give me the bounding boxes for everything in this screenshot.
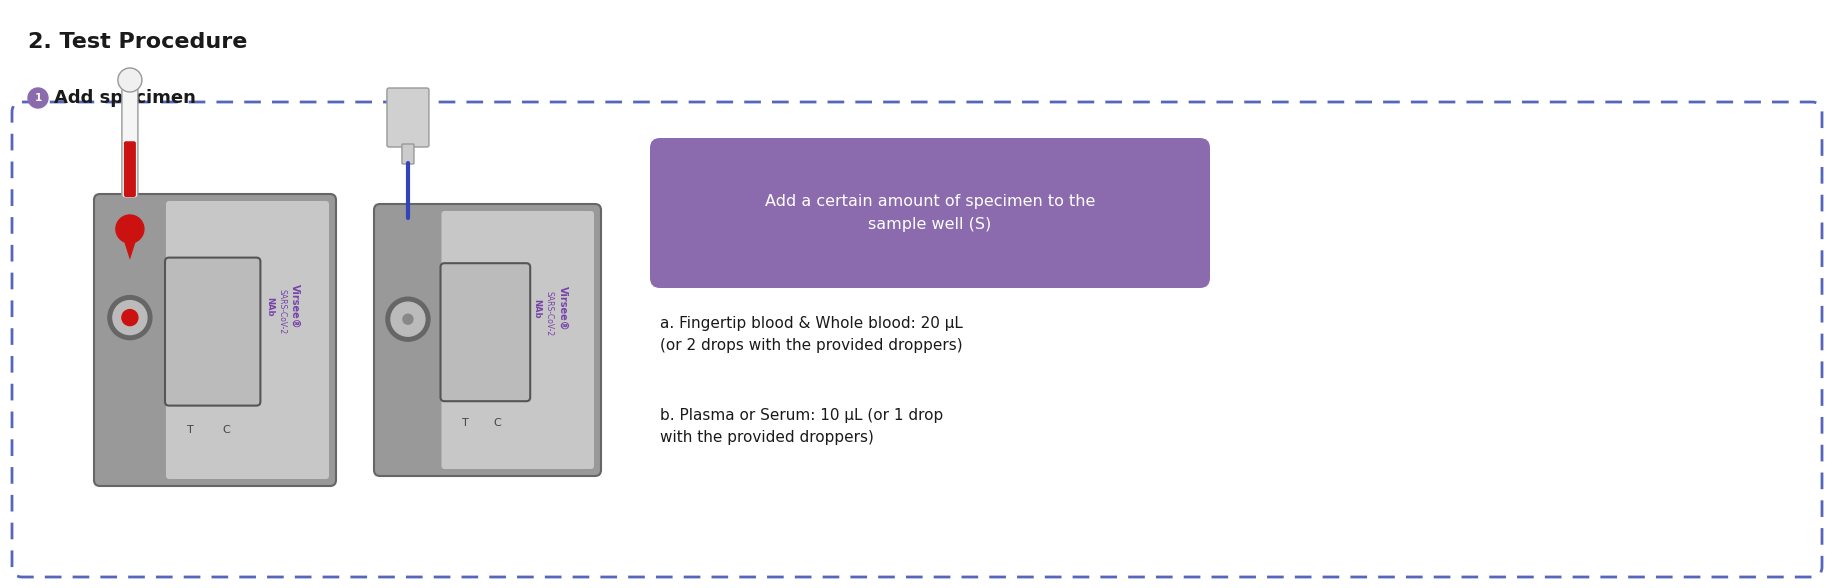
Text: Add specimen: Add specimen [53,89,196,107]
FancyBboxPatch shape [165,258,260,406]
Text: NAb: NAb [266,297,275,316]
Text: T: T [187,425,194,435]
FancyBboxPatch shape [93,194,335,486]
Circle shape [114,300,147,335]
Circle shape [27,88,48,108]
Circle shape [123,310,137,326]
FancyBboxPatch shape [401,144,414,164]
Polygon shape [121,229,139,260]
Text: C: C [495,418,502,428]
Text: Virsee®: Virsee® [291,284,300,329]
FancyBboxPatch shape [440,263,529,401]
Text: T: T [462,418,469,428]
FancyBboxPatch shape [374,204,601,476]
Circle shape [108,296,152,340]
FancyBboxPatch shape [650,138,1209,288]
Text: 1: 1 [35,93,42,103]
Text: Virsee®: Virsee® [557,286,568,331]
Text: NAb: NAb [533,299,540,319]
FancyBboxPatch shape [13,102,1823,577]
Circle shape [115,215,145,243]
Text: b. Plasma or Serum: 10 μL (or 1 drop
with the provided droppers): b. Plasma or Serum: 10 μL (or 1 drop wit… [660,408,943,445]
FancyBboxPatch shape [123,77,137,198]
Text: SARS-CoV-2: SARS-CoV-2 [277,289,286,334]
Circle shape [387,297,431,341]
Circle shape [390,302,425,336]
Text: C: C [222,425,229,435]
Text: 2. Test Procedure: 2. Test Procedure [27,32,247,52]
Text: Add a certain amount of specimen to the
sample well (S): Add a certain amount of specimen to the … [764,195,1096,232]
Text: a. Fingertip blood & Whole blood: 20 μL
(or 2 drops with the provided droppers): a. Fingertip blood & Whole blood: 20 μL … [660,316,964,353]
FancyBboxPatch shape [442,211,594,469]
FancyBboxPatch shape [387,88,429,147]
Text: SARS-CoV-2: SARS-CoV-2 [544,291,553,336]
Circle shape [403,314,412,324]
FancyBboxPatch shape [125,141,136,197]
Circle shape [117,68,141,92]
FancyBboxPatch shape [167,201,330,479]
